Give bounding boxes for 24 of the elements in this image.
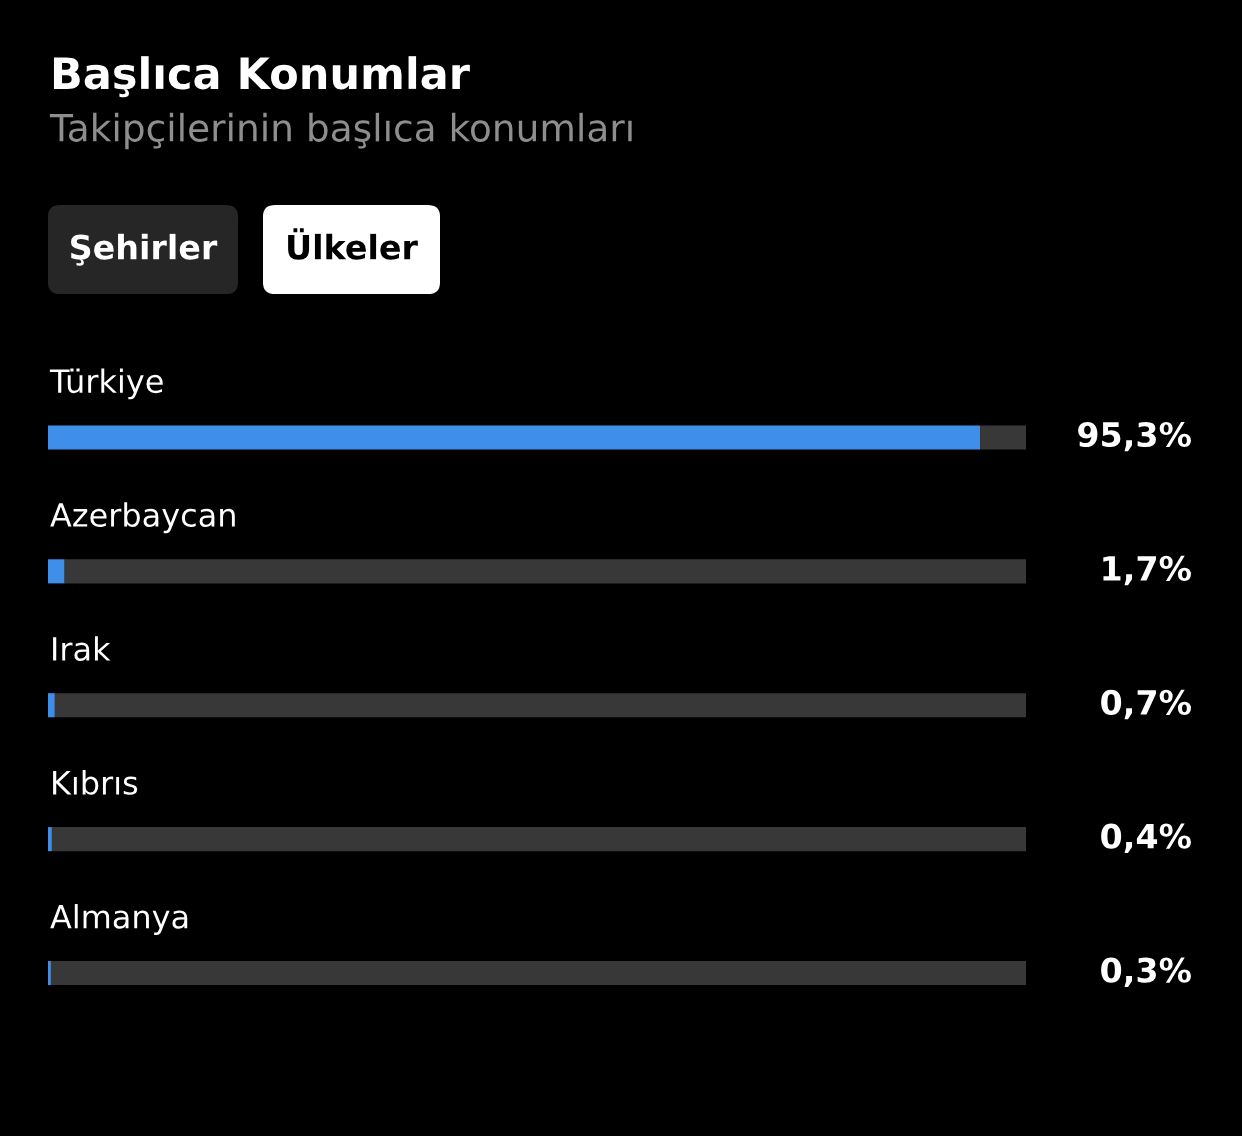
text: Ülkeler — [288, 228, 418, 260]
bar — [980, 425, 1026, 450]
bar — [48, 827, 52, 852]
data-label: 0,3% — [1101, 957, 1191, 987]
data-label: 0,4% — [1101, 823, 1191, 854]
text: Şehirler — [71, 233, 218, 266]
bar — [64, 559, 1026, 584]
bar — [48, 425, 981, 450]
bar — [51, 827, 1026, 852]
y-tick-label: Irak — [53, 636, 111, 661]
chart-title: Başlıca Konumlar — [53, 56, 470, 98]
y-tick-label: Azerbaycan — [50, 502, 235, 534]
data-label: 1,7% — [1103, 555, 1191, 586]
bar — [50, 961, 1026, 986]
data-label: 95,3% — [1078, 421, 1191, 452]
y-tick-label: Kıbrıs — [53, 770, 138, 795]
y-tick-label: Türkiye — [49, 368, 163, 400]
bar — [48, 961, 51, 986]
chart-subtitle: Takipçilerinin başlıca konumları — [49, 112, 632, 150]
data-label: 0,7% — [1101, 689, 1191, 720]
bar — [48, 559, 65, 584]
bar — [54, 693, 1026, 718]
bar — [48, 693, 55, 718]
y-tick-label: Almanya — [50, 904, 188, 935]
